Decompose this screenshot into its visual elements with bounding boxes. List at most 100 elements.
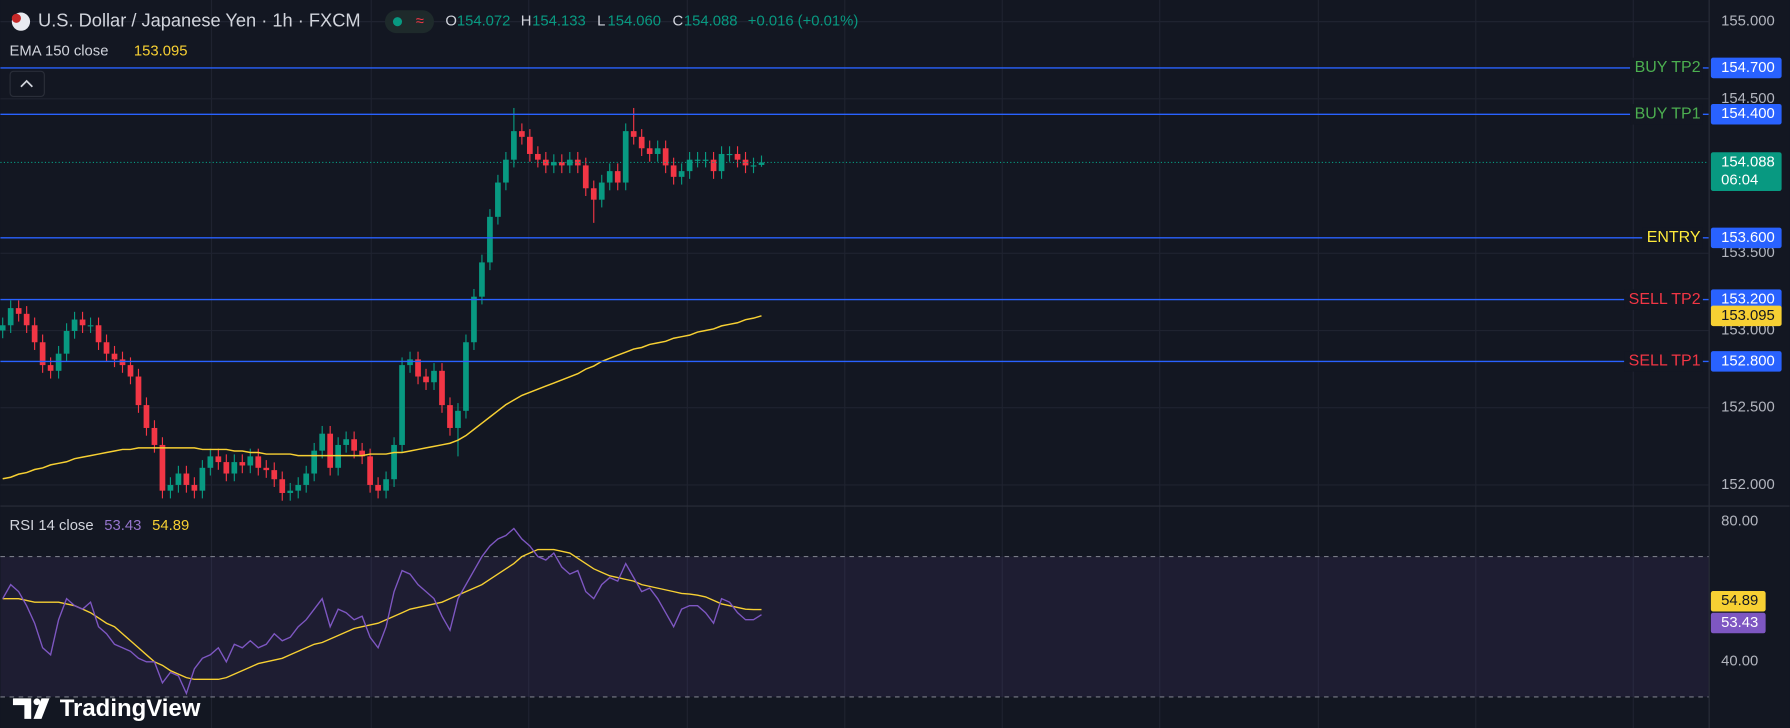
level-price-box	[1710, 104, 1782, 125]
level-name: BUY TP1	[1635, 106, 1701, 123]
candle-body	[55, 353, 62, 371]
level-name-bg	[1624, 351, 1703, 372]
candle-body	[311, 450, 318, 474]
candle-body	[463, 342, 469, 411]
candle-body	[127, 365, 134, 377]
level-price-box	[1710, 289, 1782, 310]
candle-body	[279, 479, 286, 493]
candle-body	[39, 342, 46, 366]
ema-legend-value: 153.095	[134, 43, 188, 59]
rsi-value-label: 53.43	[1721, 615, 1758, 631]
candle-body	[638, 136, 645, 149]
rsi-band-fill	[0, 556, 1709, 697]
candle-body	[479, 262, 485, 297]
countdown-label: 06:04	[1721, 173, 1758, 189]
candle-body	[574, 159, 581, 166]
level-price-label: 153.600	[1721, 230, 1775, 246]
candle-body	[207, 456, 214, 468]
candle-body	[582, 165, 589, 189]
candle-body	[383, 479, 389, 491]
candle-body	[95, 325, 102, 343]
candle-body	[606, 171, 613, 183]
candle-body	[487, 216, 493, 263]
candle-body	[343, 439, 349, 445]
candle-body	[231, 462, 238, 474]
candle-body	[167, 484, 174, 491]
candle-body	[654, 148, 661, 154]
candle-body	[455, 410, 461, 428]
y-tick-label: 80.00	[1721, 513, 1758, 529]
delay-icon: ≈	[416, 14, 424, 30]
last-price-label: 154.088	[1721, 154, 1775, 170]
candle-body	[215, 456, 222, 463]
candle-body	[327, 433, 334, 468]
candle-body	[495, 182, 501, 217]
candle-body	[271, 470, 278, 480]
rsi-line	[2, 548, 762, 681]
candle-body	[534, 153, 541, 160]
candle-body	[111, 353, 118, 360]
y-tick-label: 152.000	[1721, 477, 1775, 493]
level-name-bg	[1630, 57, 1703, 79]
candle-body	[183, 473, 190, 485]
candle-body	[670, 165, 677, 177]
candle-body	[566, 159, 573, 166]
candle-body	[550, 162, 557, 166]
candle-body	[151, 427, 158, 445]
candle-body	[87, 325, 94, 327]
ohlc-value: 154.088	[684, 14, 738, 30]
plot-layer: 155.000 154.500 153.500 153.000 152.500 152.0…	[0, 14, 1782, 698]
candle-body	[103, 342, 110, 354]
candle-body	[263, 467, 270, 471]
candle-body	[702, 159, 709, 161]
candle-body	[359, 450, 365, 457]
candle-body	[742, 159, 749, 166]
candle-body	[622, 131, 629, 183]
candle-body	[718, 153, 725, 172]
ema-legend: EMA 150 close	[10, 43, 109, 59]
y-tick-label: 154.500	[1721, 91, 1775, 107]
candle-body	[367, 456, 373, 485]
candle-body	[614, 171, 621, 183]
level-name: SELL TP1	[1629, 353, 1701, 370]
candle-body	[391, 444, 397, 480]
candle-body	[527, 136, 533, 154]
ohlc-label: H	[521, 14, 532, 30]
candle-body	[303, 473, 310, 485]
rsi-legend: RSI 14 close	[10, 518, 94, 534]
ohlc-label: L	[597, 14, 605, 30]
candle-body	[439, 370, 445, 406]
rsi-value-box	[1710, 591, 1766, 612]
ohlc-label: C	[672, 14, 683, 30]
y-tick-label: 40.00	[1721, 654, 1758, 670]
candle-body	[79, 319, 86, 326]
level-name: ENTRY	[1647, 229, 1701, 246]
level-name-bg	[1642, 227, 1703, 249]
candle-body	[399, 365, 405, 445]
collapse-icon	[20, 79, 33, 88]
candle-body	[255, 456, 262, 468]
level-price-box	[1710, 227, 1782, 249]
candle-body	[319, 433, 326, 451]
level-name-bg	[1624, 289, 1703, 310]
candle-body	[23, 313, 30, 326]
candle-body	[295, 484, 302, 491]
level-name: BUY TP2	[1635, 59, 1701, 76]
ohlc-value: 154.060	[607, 14, 661, 30]
rsi-legend-value: 53.43	[104, 518, 141, 534]
candle-body	[191, 484, 198, 491]
collapse-button[interactable]	[9, 70, 45, 97]
change: +0.016 (+0.01%)	[748, 14, 859, 30]
candle-body	[423, 376, 429, 383]
candle-body	[63, 330, 70, 354]
candle-body	[223, 462, 230, 474]
y-tick-label: 152.500	[1721, 400, 1775, 416]
market-open-dot	[392, 17, 403, 27]
candle-body	[143, 405, 150, 428]
rsi-value-box	[1710, 612, 1766, 634]
header: U.S. Dollar / Japanese Yen · 1h · FXCM ≈…	[10, 10, 859, 723]
candle-body	[119, 359, 126, 366]
